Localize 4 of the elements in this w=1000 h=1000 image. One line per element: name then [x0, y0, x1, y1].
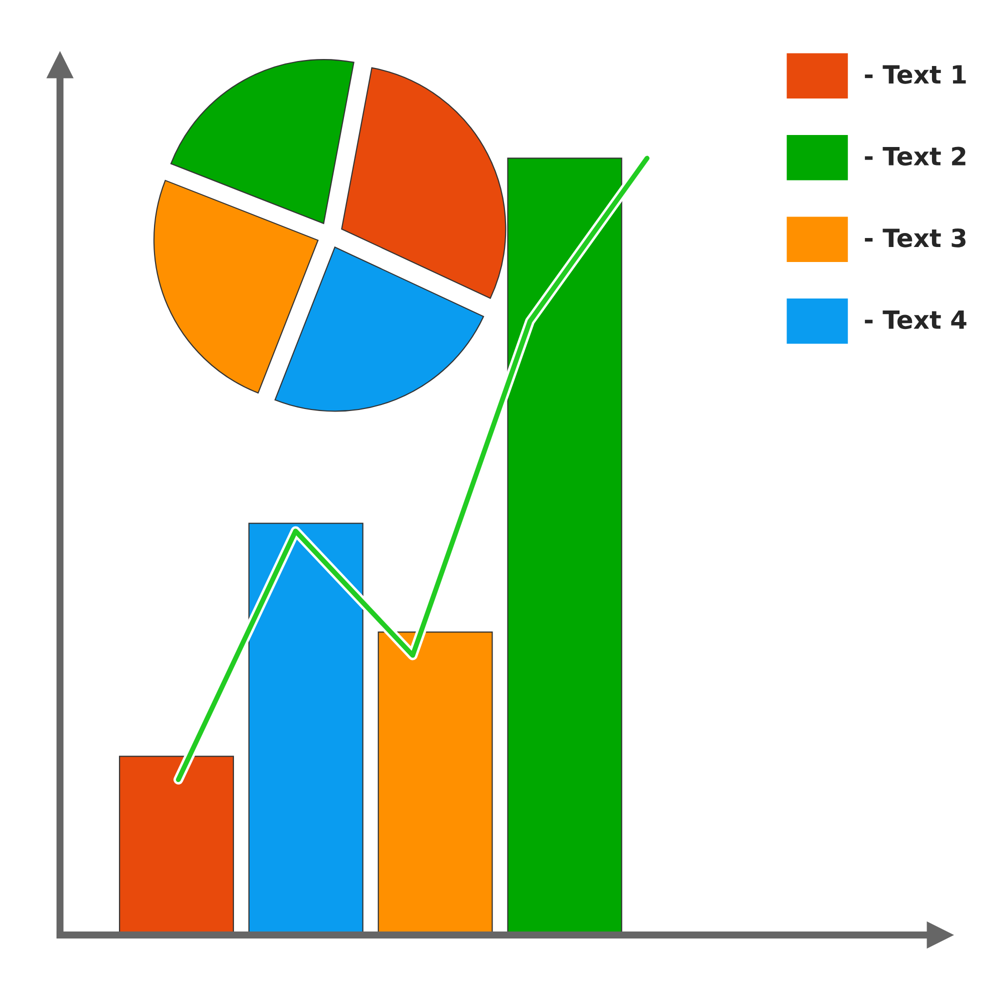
- legend-label: - Text 4: [864, 310, 966, 330]
- legend-label: - Text 3: [864, 228, 966, 248]
- legend-label: - Text 2: [864, 146, 966, 166]
- legend-label: - Text 1: [864, 65, 966, 84]
